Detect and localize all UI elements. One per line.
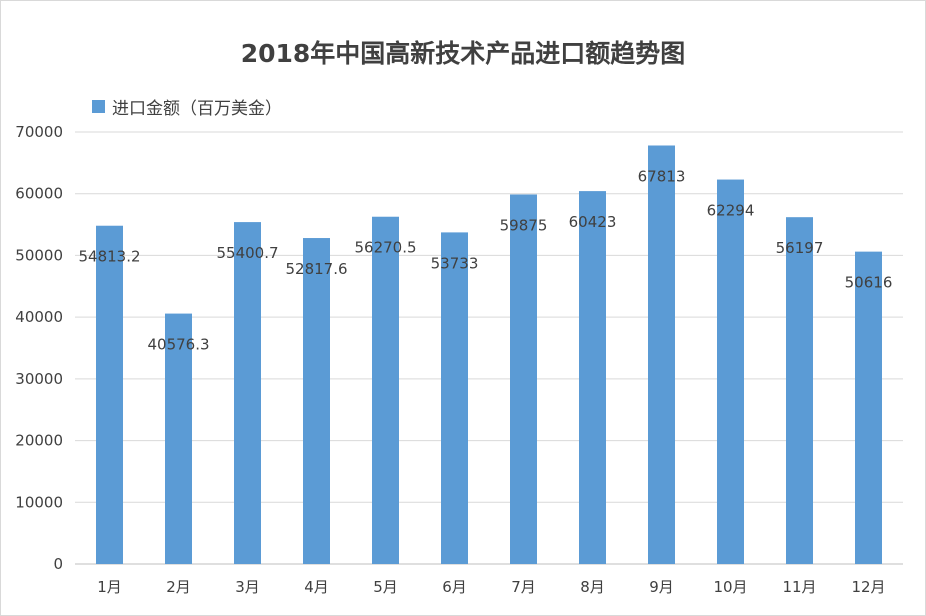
bars <box>96 145 882 565</box>
bar <box>648 145 675 564</box>
bar <box>441 232 468 564</box>
y-tick-label: 40000 <box>15 308 63 326</box>
bar <box>96 225 123 565</box>
data-label: 56197 <box>776 239 824 257</box>
bar <box>165 313 192 564</box>
legend-swatch <box>92 100 105 113</box>
x-tick-label: 12月 <box>851 578 885 596</box>
data-label: 59875 <box>500 216 548 234</box>
y-axis-ticks: 0 10000 20000 30000 40000 50000 60000 70000 <box>15 123 63 573</box>
x-tick-label: 11月 <box>782 578 816 596</box>
bar <box>510 194 537 564</box>
data-label: 67813 <box>638 167 686 185</box>
data-label: 53733 <box>431 254 479 272</box>
legend-label: 进口金额（百万美金） <box>112 99 282 119</box>
x-tick-label: 5月 <box>373 578 398 596</box>
data-label: 40576.3 <box>147 336 209 354</box>
y-tick-label: 10000 <box>15 493 63 511</box>
x-tick-label: 3月 <box>235 578 260 596</box>
data-label: 54813.2 <box>78 248 140 266</box>
data-label: 55400.7 <box>216 244 278 262</box>
bar <box>579 191 606 565</box>
chart-title: 2018年中国高新技术产品进口额趋势图 <box>240 39 686 68</box>
data-label: 60423 <box>569 213 617 231</box>
data-labels: 54813.2 40576.3 55400.7 52817.6 56270.5 53733… <box>78 167 892 353</box>
data-label: 52817.6 <box>285 260 347 278</box>
y-tick-label: 70000 <box>15 123 63 141</box>
x-tick-label: 2月 <box>166 578 191 596</box>
bar <box>855 251 882 565</box>
bar <box>717 179 744 565</box>
x-tick-label: 1月 <box>97 578 122 596</box>
y-tick-label: 30000 <box>15 370 63 388</box>
y-tick-label: 50000 <box>15 246 63 264</box>
bar <box>372 216 399 564</box>
x-tick-label: 6月 <box>442 578 467 596</box>
data-label: 56270.5 <box>354 239 416 257</box>
x-tick-label: 4月 <box>304 578 329 596</box>
bar <box>234 222 261 564</box>
gridlines <box>75 131 903 565</box>
data-label: 62294 <box>707 202 755 220</box>
bar <box>303 238 330 564</box>
x-tick-label: 9月 <box>649 578 674 596</box>
bar <box>786 217 813 564</box>
legend: 进口金额（百万美金） <box>92 94 282 119</box>
y-tick-label: 0 <box>53 555 63 573</box>
x-axis-ticks: 1月 2月 3月 4月 5月 6月 7月 8月 9月 10月 11月 12月 <box>97 578 885 596</box>
x-tick-label: 7月 <box>511 578 536 596</box>
y-tick-label: 20000 <box>15 432 63 450</box>
x-tick-label: 10月 <box>713 578 747 596</box>
data-label: 50616 <box>845 274 893 292</box>
x-tick-label: 8月 <box>580 578 605 596</box>
y-tick-label: 60000 <box>15 185 63 203</box>
